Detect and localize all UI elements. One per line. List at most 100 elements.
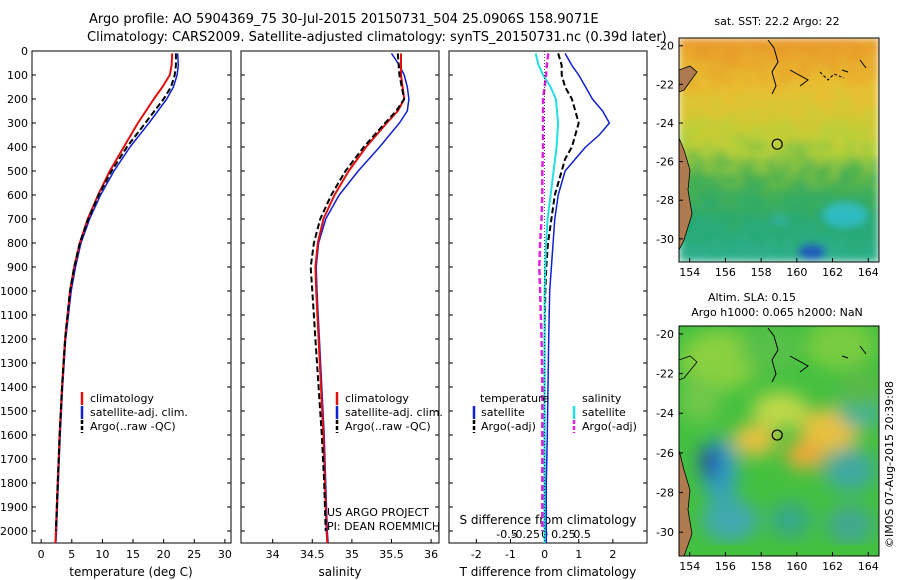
sst-cell <box>743 126 751 134</box>
sst-cell <box>703 46 711 54</box>
sst-cell <box>759 118 767 126</box>
sst-cell <box>727 214 735 222</box>
sst-cell <box>687 134 695 142</box>
sst-cell <box>783 126 791 134</box>
sst-cell <box>823 142 831 150</box>
sst-cell <box>719 166 727 174</box>
sst-cell <box>735 174 743 182</box>
sst-cell <box>759 174 767 182</box>
sst-cell <box>775 54 783 62</box>
sst-cell <box>799 190 807 198</box>
header-line-2: Climatology: CARS2009. Satellite-adjuste… <box>87 30 667 45</box>
sst-cell <box>831 62 839 70</box>
sst-cell <box>799 54 807 62</box>
x-tick-label: 20 <box>157 548 171 561</box>
depth-tick-label: 700 <box>7 213 28 226</box>
sst-cell <box>735 54 743 62</box>
sst-cell <box>751 62 759 70</box>
sst-cell <box>703 214 711 222</box>
sst-cell <box>767 102 775 110</box>
sst-cell <box>815 94 823 102</box>
sst-cell <box>839 38 847 46</box>
sst-cell <box>783 206 791 214</box>
sst-cell <box>839 182 847 190</box>
sla-anomaly-blob <box>702 498 758 542</box>
sst-cell <box>743 182 751 190</box>
sst-cell <box>775 126 783 134</box>
sst-cell <box>719 110 727 118</box>
sst-cell <box>791 38 799 46</box>
lat-tick-label: -28 <box>656 487 674 500</box>
sst-cell <box>847 86 855 94</box>
sst-cell <box>687 182 695 190</box>
lon-tick-label: 154 <box>679 560 700 573</box>
sst-cell <box>871 254 879 262</box>
sst-cell <box>775 174 783 182</box>
sst-cell <box>711 126 719 134</box>
sst-cell <box>847 118 855 126</box>
sst-cell <box>687 190 695 198</box>
sst-cell <box>703 198 711 206</box>
lat-tick-label: -30 <box>656 233 674 246</box>
sst-cell <box>759 230 767 238</box>
sst-cell <box>847 158 855 166</box>
sst-cell <box>855 126 863 134</box>
sst-cell <box>791 142 799 150</box>
series-line-climatology <box>314 53 406 544</box>
sst-cell <box>735 206 743 214</box>
sst-cell <box>863 174 871 182</box>
sst-cell <box>799 46 807 54</box>
s-diff-tick-label: 0.5 <box>573 528 591 541</box>
sst-cell <box>719 150 727 158</box>
x-tick-label: 0 <box>541 548 548 561</box>
sst-cell <box>807 222 815 230</box>
sst-cell <box>783 102 791 110</box>
sst-cell <box>751 158 759 166</box>
sst-cell <box>791 230 799 238</box>
sst-cell <box>847 230 855 238</box>
sst-cell <box>695 238 703 246</box>
depth-axis: 0 100 200 300 400 500 600 700 800 900 1000 1100 1200… <box>0 45 647 538</box>
sst-cell <box>759 246 767 254</box>
sst-cell <box>783 46 791 54</box>
sst-cell <box>863 102 871 110</box>
sst-cell <box>767 166 775 174</box>
sst-cell <box>847 126 855 134</box>
sst-cell <box>783 254 791 262</box>
sst-cell <box>807 182 815 190</box>
sst-cell <box>727 238 735 246</box>
sst-cell <box>831 54 839 62</box>
sst-cell <box>719 158 727 166</box>
sst-cell <box>839 238 847 246</box>
sst-cell <box>839 198 847 206</box>
sst-cell <box>839 142 847 150</box>
legend-satellite-label: satellite-adj. clim. <box>90 406 188 419</box>
sst-cell <box>767 94 775 102</box>
sst-cell <box>871 246 879 254</box>
sst-cell <box>711 110 719 118</box>
sst-cell <box>863 182 871 190</box>
sst-cell <box>871 78 879 86</box>
s-diff-tick-label: 0.25 <box>551 528 576 541</box>
sst-cell <box>711 190 719 198</box>
sst-coastline <box>767 39 867 95</box>
sla-anomaly-blob <box>768 502 812 538</box>
sst-cell <box>775 38 783 46</box>
sst-cell <box>719 254 727 262</box>
lon-tick-label: 158 <box>751 560 772 573</box>
sst-cell <box>823 70 831 78</box>
sst-cell <box>711 94 719 102</box>
sst-cell <box>831 86 839 94</box>
sst-cell <box>855 70 863 78</box>
sst-cell <box>815 118 823 126</box>
sst-cell <box>839 78 847 86</box>
sst-cell <box>871 70 879 78</box>
sst-cell <box>783 190 791 198</box>
sst-cell <box>743 190 751 198</box>
sst-cell <box>815 62 823 70</box>
sst-cell <box>735 158 743 166</box>
sst-cell <box>871 166 879 174</box>
sst-cell <box>823 54 831 62</box>
sst-cell <box>679 118 687 126</box>
difference-panel-frame <box>448 50 648 544</box>
